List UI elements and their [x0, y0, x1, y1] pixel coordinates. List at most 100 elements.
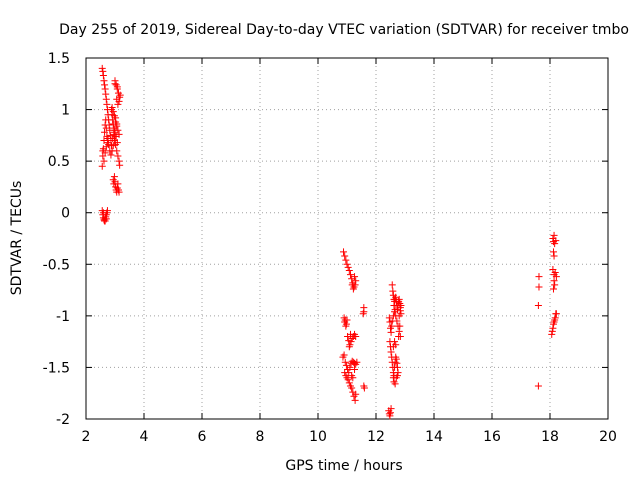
- data-point: [352, 277, 360, 285]
- data-point: [344, 376, 352, 384]
- data-point: [340, 351, 348, 359]
- data-point: [360, 382, 368, 390]
- data-point: [549, 248, 557, 256]
- data-point: [388, 281, 396, 289]
- x-tick-label: 18: [541, 429, 559, 445]
- data-point: [387, 409, 394, 417]
- data-point: [548, 330, 556, 338]
- data-point: [102, 116, 110, 124]
- x-tick-label: 8: [256, 429, 265, 445]
- y-tick-label: 0.5: [48, 154, 70, 170]
- data-point: [346, 363, 354, 371]
- x-axis-label: GPS time / hours: [285, 458, 402, 474]
- data-point: [393, 317, 401, 325]
- data-point: [102, 124, 110, 132]
- data-point: [101, 85, 109, 93]
- data-point: [101, 81, 109, 89]
- data-point: [101, 121, 109, 129]
- x-tick-label: 10: [309, 429, 327, 445]
- data-point: [115, 188, 123, 196]
- data-point: [534, 302, 542, 310]
- data-point: [387, 405, 395, 413]
- data-point: [387, 348, 395, 356]
- data-point: [352, 390, 360, 398]
- y-tick-label: 0: [61, 206, 70, 222]
- data-point: [392, 341, 400, 349]
- data-point: [345, 379, 353, 387]
- data-point: [102, 95, 110, 103]
- data-point: [100, 77, 108, 85]
- data-point: [551, 316, 559, 324]
- data-point: [394, 369, 402, 377]
- data-point: [396, 299, 404, 307]
- data-point: [388, 322, 396, 330]
- data-point: [393, 372, 401, 380]
- data-point: [345, 266, 353, 274]
- data-point: [98, 162, 106, 170]
- data-point: [98, 64, 106, 72]
- data-point: [116, 91, 124, 99]
- data-point: [353, 358, 361, 366]
- data-point: [385, 314, 393, 322]
- data-point: [340, 248, 348, 256]
- data-point: [115, 97, 123, 105]
- x-tick-label: 2: [82, 429, 91, 445]
- data-point: [102, 215, 110, 223]
- data-point: [115, 157, 123, 165]
- data-point: [342, 256, 350, 264]
- data-point: [100, 157, 108, 165]
- data-point: [349, 285, 357, 293]
- data-point: [344, 263, 352, 271]
- data-point: [391, 306, 399, 314]
- y-tick-label: -1.5: [43, 360, 70, 376]
- data-point: [551, 240, 559, 248]
- data-point: [351, 365, 359, 373]
- data-point: [348, 384, 356, 392]
- data-point: [342, 322, 350, 330]
- data-point: [345, 343, 353, 351]
- chart-title: Day 255 of 2019, Sidereal Day-to-day VTE…: [59, 22, 629, 38]
- data-point: [115, 130, 123, 138]
- x-tick-label: 4: [140, 429, 149, 445]
- data-point: [112, 114, 120, 122]
- data-point: [347, 338, 355, 346]
- data-point: [390, 302, 398, 310]
- x-tick-label: 16: [483, 429, 501, 445]
- data-point: [108, 104, 116, 112]
- data-point: [102, 90, 110, 98]
- data-point: [393, 359, 401, 367]
- y-tick-label: -2: [56, 412, 70, 428]
- data-point: [99, 72, 107, 80]
- data-point: [343, 316, 351, 324]
- data-point: [359, 310, 367, 318]
- x-tick-label: 14: [425, 429, 443, 445]
- data-point: [99, 67, 107, 75]
- data-point: [111, 132, 119, 140]
- data-point: [552, 273, 560, 281]
- data-point: [395, 295, 403, 303]
- y-axis: 1.5 1 0.5 0 -0.5 -1 -1.5 -2: [43, 51, 608, 428]
- data-point: [391, 380, 399, 388]
- x-tick-label: 20: [599, 429, 617, 445]
- data-point: [343, 260, 351, 268]
- grid: [86, 58, 608, 419]
- data-point: [396, 304, 404, 312]
- data-point: [391, 358, 399, 366]
- x-tick-label: 12: [367, 429, 385, 445]
- data-point: [534, 382, 542, 390]
- data-point: [113, 120, 121, 128]
- data-point: [396, 322, 404, 330]
- data-point: [103, 207, 111, 215]
- data-point: [109, 108, 117, 116]
- data-point: [549, 285, 557, 293]
- data-point: [552, 310, 560, 318]
- data-point: [101, 149, 109, 157]
- data-point: [552, 237, 560, 245]
- data-point: [386, 412, 394, 420]
- data-point: [341, 252, 349, 260]
- data-point: [351, 396, 359, 404]
- data-point: [110, 173, 118, 181]
- data-point: [346, 271, 354, 279]
- data-point: [348, 372, 356, 380]
